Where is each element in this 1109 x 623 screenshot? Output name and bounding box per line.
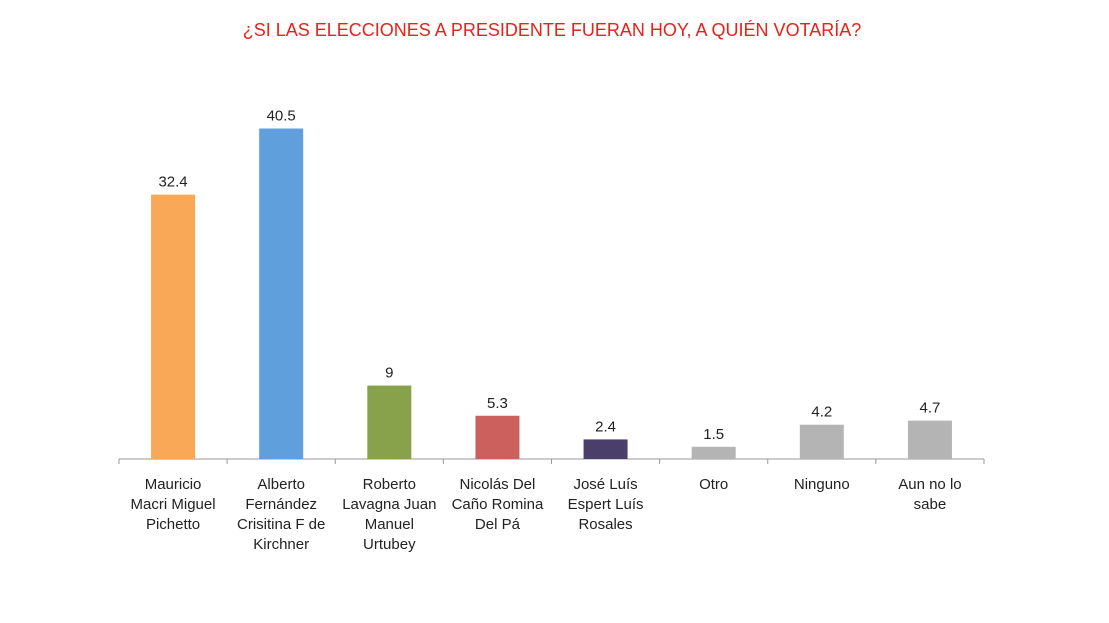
category-label-line: Caño Romina: [452, 496, 544, 513]
category-label-line: Fernández: [245, 496, 317, 513]
category-label-line: Otro: [699, 476, 728, 493]
category-label-line: Urtubey: [363, 536, 416, 553]
data-label: 1.5: [703, 426, 724, 443]
data-label: 4.2: [811, 404, 832, 421]
category-label-line: Nicolás Del: [460, 476, 536, 493]
category-label-line: Espert Luís: [568, 496, 644, 513]
data-label: 32.4: [158, 174, 187, 191]
x-axis-ticks: [118, 459, 985, 464]
category-label-line: sabe: [914, 496, 947, 513]
category-label-line: Alberto: [257, 476, 305, 493]
category-label-line: Manuel: [365, 516, 414, 533]
category-tick-label: Otro: [699, 476, 728, 493]
category-label-line: Aun no lo: [898, 476, 961, 493]
category-label-line: Ninguno: [794, 476, 850, 493]
bar: [259, 128, 304, 459]
data-label: 4.7: [920, 400, 941, 417]
category-tick-label: Ninguno: [794, 476, 850, 493]
category-label-line: Roberto: [363, 476, 416, 493]
value-labels: 32.4 40.5 9 5.3 2.4 1.5 4.2 4.7: [158, 108, 940, 443]
bar: [907, 420, 952, 459]
bars: [151, 128, 952, 459]
category-label-line: Mauricio: [145, 476, 202, 493]
category-label-line: José Luís: [573, 476, 637, 493]
category-label-line: Crisitina F de: [237, 516, 325, 533]
bar: [691, 446, 736, 459]
bar: [583, 439, 628, 459]
data-label: 5.3: [487, 395, 508, 412]
category-labels: Mauricio Macri Miguel Pichetto Alberto Ferná…: [131, 476, 962, 553]
bar: [475, 415, 520, 459]
category-label-line: Pichetto: [146, 516, 200, 533]
chart-title: ¿SI LAS ELECCIONES A PRESIDENTE FUERAN H…: [243, 20, 862, 40]
category-label-line: Kirchner: [253, 536, 309, 553]
category-tick-label: Roberto Lavagna Juan Manuel Urtubey: [342, 476, 436, 553]
category-tick-label: Alberto Fernández Crisitina F de Kirchner: [237, 476, 325, 553]
data-label: 2.4: [595, 418, 616, 435]
category-label-line: Del Pá: [475, 516, 521, 533]
category-tick-label: Aun no lo sabe: [898, 476, 961, 513]
category-tick-label: José Luís Espert Luís Rosales: [568, 476, 644, 533]
category-label-line: Lavagna Juan: [342, 496, 436, 513]
bar: [799, 424, 844, 459]
category-label-line: Rosales: [578, 516, 632, 533]
category-tick-label: Nicolás Del Caño Romina Del Pá: [452, 476, 544, 533]
data-label: 9: [385, 365, 393, 382]
bar: [151, 194, 196, 459]
category-label-line: Macri Miguel: [131, 496, 216, 513]
data-label: 40.5: [267, 108, 296, 125]
category-tick-label: Mauricio Macri Miguel Pichetto: [131, 476, 216, 533]
bar: [367, 385, 412, 459]
